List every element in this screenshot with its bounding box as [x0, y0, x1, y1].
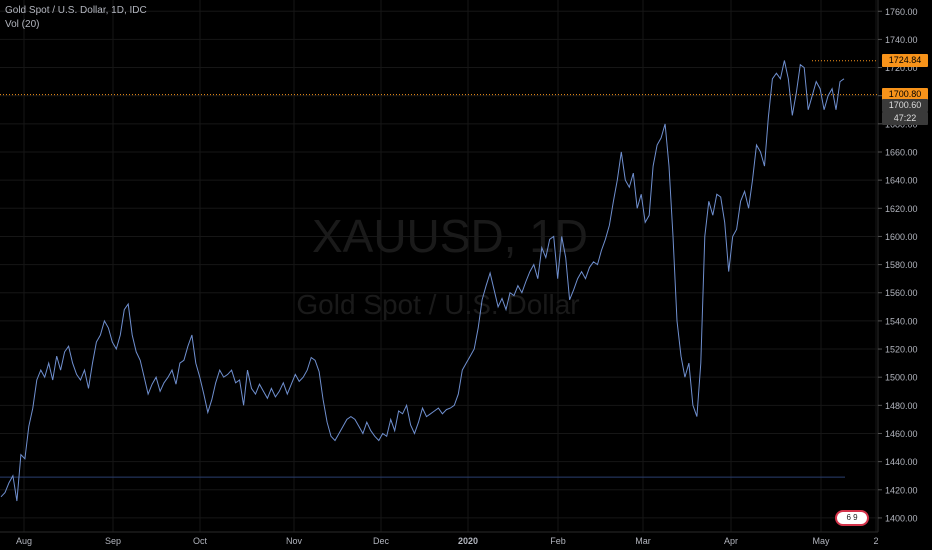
- price-tick-label: 1660.00: [885, 148, 918, 158]
- chart-grid: [0, 0, 878, 532]
- time-tick-label: Nov: [286, 536, 303, 546]
- time-tick-label: Sep: [105, 536, 121, 546]
- price-tick-label: 1420.00: [885, 485, 918, 495]
- price-tick-label: 1500.00: [885, 373, 918, 383]
- reference-lines: [0, 60, 878, 478]
- price-tick-label: 1760.00: [885, 7, 918, 17]
- price-tick-label: 1400.00: [885, 513, 918, 523]
- time-tick-label: Feb: [550, 536, 566, 546]
- time-axis: Aug Sep Oct Nov Dec 2020 Feb Mar Apr May 2: [16, 536, 879, 546]
- time-tick-label: May: [812, 536, 830, 546]
- upper-level-badge: 1724.84: [882, 54, 928, 68]
- price-tick-label: 1620.00: [885, 204, 918, 214]
- symbol-legend[interactable]: Gold Spot / U.S. Dollar, 1D, IDC: [5, 5, 147, 16]
- watermark-symbol: XAUUSD, 1D: [312, 210, 588, 262]
- time-tick-label: Apr: [724, 536, 738, 546]
- time-tick-label: Mar: [635, 536, 651, 546]
- price-tick-label: 1600.00: [885, 232, 918, 242]
- time-tick-label: 2: [873, 536, 878, 546]
- price-tick-label: 1540.00: [885, 316, 918, 326]
- price-tick-label: 1580.00: [885, 260, 918, 270]
- price-tick-label: 1740.00: [885, 35, 918, 45]
- previous-value-badge: 1700.60: [882, 99, 928, 112]
- price-tick-label: 1480.00: [885, 401, 918, 411]
- bar-countdown-badge: 47:22: [882, 112, 928, 125]
- watermark-description: Gold Spot / U.S. Dollar: [296, 289, 579, 320]
- price-tick-label: 1720.00: [885, 63, 918, 73]
- price-tick-label: 1520.00: [885, 345, 918, 355]
- volume-legend[interactable]: Vol (20): [5, 19, 40, 30]
- price-tick-label: 1560.00: [885, 288, 918, 298]
- price-series-line: [0, 60, 845, 502]
- symbol-watermark: XAUUSD, 1D Gold Spot / U.S. Dollar: [296, 210, 588, 320]
- time-tick-label: Aug: [16, 536, 32, 546]
- time-tick-label: 2020: [458, 536, 478, 546]
- last-price-badge: 1700.80: [882, 88, 928, 102]
- price-axis: 1400.00 1420.00 1440.00 1460.00 1480.00 1500.…: [878, 7, 918, 523]
- time-tick-label: Dec: [373, 536, 390, 546]
- tradingview-logo[interactable]: 6 9: [835, 510, 869, 526]
- price-tick-label: 1640.00: [885, 176, 918, 186]
- price-tick-label: 1440.00: [885, 457, 918, 467]
- price-tick-label: 1460.00: [885, 429, 918, 439]
- time-tick-label: Oct: [193, 536, 208, 546]
